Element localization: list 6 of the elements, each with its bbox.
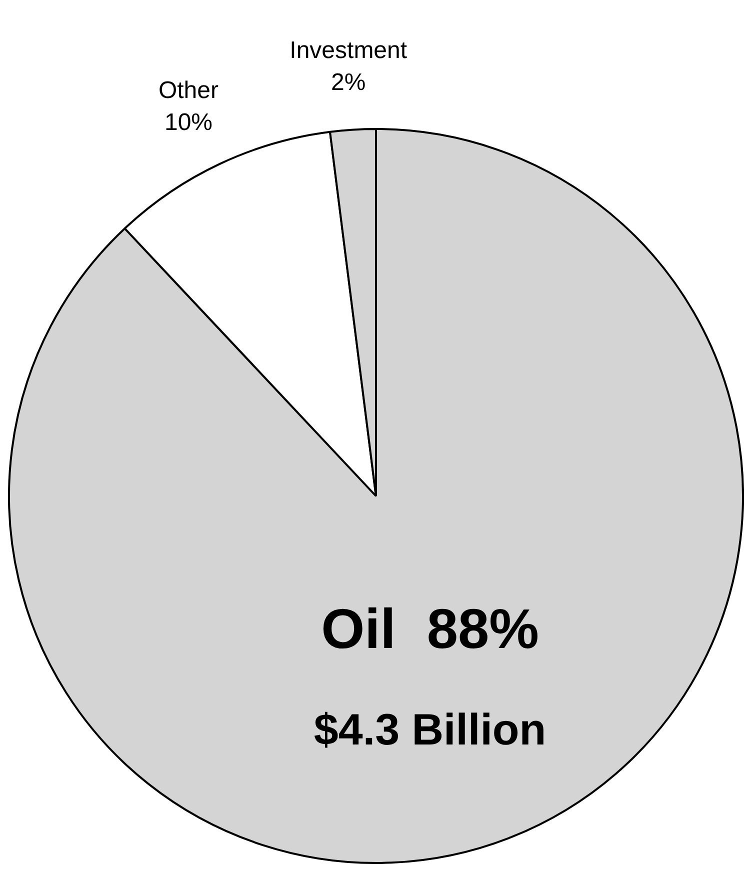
slice-label: Oil 88% bbox=[321, 596, 539, 660]
data-label: 2% bbox=[331, 69, 366, 96]
text: $4.3 Billion bbox=[314, 706, 546, 755]
data-label: 10% bbox=[164, 109, 213, 136]
slice-label: Other bbox=[158, 77, 218, 104]
slice-label: Investment bbox=[290, 37, 408, 64]
